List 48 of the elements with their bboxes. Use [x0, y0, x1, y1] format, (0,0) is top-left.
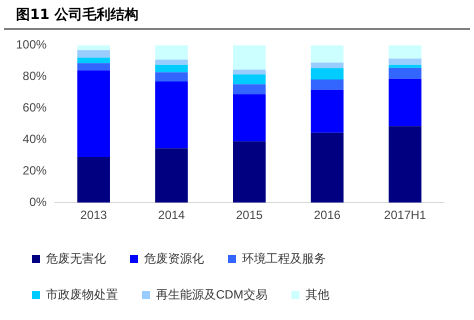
bar: [310, 45, 344, 63]
x-tick-label: 2017H1: [384, 208, 426, 222]
bar: [388, 78, 422, 126]
bar: [77, 50, 110, 58]
legend-label: 危废无害化: [46, 251, 106, 266]
bar: [310, 90, 344, 133]
y-tick-label: 100%: [16, 38, 48, 52]
bar: [155, 45, 188, 60]
bar: [388, 126, 422, 203]
bar: [155, 148, 188, 203]
bar: [388, 58, 422, 65]
x-tick-label: 2013: [80, 208, 108, 222]
y-tick-label: 60%: [22, 100, 48, 114]
chart-title: 图11 公司毛利结构: [4, 0, 470, 30]
bar: [232, 141, 266, 203]
bar: [310, 80, 344, 90]
legend-label: 市政废物处置: [46, 287, 118, 302]
bar: [232, 70, 266, 74]
bar: [77, 58, 110, 64]
y-tick-label: 20%: [22, 163, 48, 178]
bar: [77, 70, 110, 157]
legend-label: 其他: [305, 287, 330, 302]
bar: [388, 45, 422, 59]
y-tick-label: 40%: [22, 132, 48, 146]
legend-label: 环境工程及服务: [242, 251, 326, 266]
legend-label: 再生能源及CDM交易: [156, 287, 268, 302]
bar: [77, 45, 110, 50]
bar: [77, 63, 110, 70]
x-tick-label: 2016: [314, 208, 341, 222]
bar: [77, 156, 110, 203]
bar: [232, 94, 266, 142]
bar: [155, 82, 188, 148]
bar: [310, 62, 344, 68]
bar: [310, 68, 344, 80]
bar: [232, 84, 266, 94]
x-tick-label: 2015: [236, 208, 264, 222]
bar: [232, 45, 266, 70]
y-tick-label: 0%: [29, 194, 48, 209]
x-tick-label: 2014: [158, 208, 186, 222]
bar: [388, 68, 422, 79]
bar: [232, 74, 266, 84]
bar: [388, 64, 422, 68]
bar: [155, 72, 188, 82]
bar: [155, 64, 188, 72]
bar: [310, 132, 344, 203]
y-tick-label: 80%: [22, 68, 48, 83]
bar: [155, 60, 188, 65]
legend-label: 危废资源化: [144, 251, 204, 266]
